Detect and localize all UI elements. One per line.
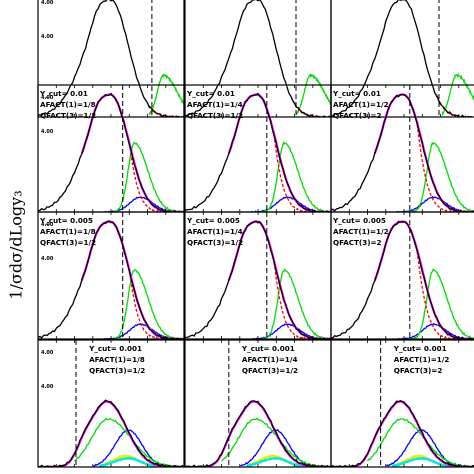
fit-curve [227, 220, 331, 339]
panel-frame [37, 339, 185, 468]
blue-curve [396, 195, 474, 212]
fit-curve [185, 400, 331, 467]
panel-param-label: Y_cut= 0.005 [332, 216, 386, 225]
total-curve [331, 0, 474, 117]
green-curve [441, 72, 474, 116]
plot-area [331, 0, 474, 117]
total-curve [38, 0, 184, 117]
plot-area [185, 212, 331, 339]
cyan-curve [246, 456, 305, 467]
y-tick-label: 4.00 [41, 256, 54, 262]
panel-0-0: 4.00 4.00 [37, 0, 185, 118]
total-curve [185, 220, 331, 339]
red-curve [406, 223, 474, 339]
panel-param-label: Y_cut= 0.01 [332, 89, 381, 98]
y-tick-label: 4.00 [41, 350, 54, 356]
fit-curve [80, 93, 184, 212]
total-curve [38, 399, 184, 467]
panel-2-2: Y_cut= 0.005 AFACT(1)=1/2 QFACT(3)=2 [330, 211, 474, 340]
total-curve [38, 220, 184, 339]
total-curve [185, 92, 331, 212]
panel-1-1: Y_cut= 0.01 AFACT(1)=1/4 QFACT(3)=1/2 [184, 84, 332, 213]
panel-param-label: QFACT(3)=1/2 [242, 366, 298, 375]
fit-curve [227, 93, 331, 212]
panel-1-0: 4.004.00Y_cut= 0.01AFACT(1)=1/8QFACT(3)=… [37, 84, 185, 213]
panel-frame [330, 0, 474, 118]
panel-param-label: QFACT(3)=1/2 [40, 111, 96, 120]
red-curve [263, 101, 331, 212]
panel-param-label: AFACT(1)=1/2 [333, 100, 389, 109]
panel-param-label: AFACT(1)=1/2 [333, 227, 389, 236]
green-curve [260, 140, 331, 212]
panel-param-label: QFACT(3)=2 [333, 238, 382, 247]
fit-curve [38, 400, 184, 467]
panel-param-label: Y_cut= 0.005 [39, 216, 93, 225]
y-tick-label: 4.00 [41, 222, 54, 228]
panel-param-label: Y_cut= 0.001 [88, 344, 142, 353]
panel-0-2 [330, 0, 474, 118]
total-curve [331, 220, 474, 339]
panel-frame [37, 211, 185, 340]
panel-param-label: QFACT(3)=1/2 [40, 238, 96, 247]
total-curve [185, 400, 331, 467]
panel-frame [330, 339, 474, 468]
green-curve [295, 72, 331, 116]
y-tick-label: 4.00 [41, 129, 54, 135]
panel-param-label: AFACT(1)=1/4 [187, 227, 243, 236]
panel-2-1: Y_cut= 0.005 AFACT(1)=1/4 QFACT(3)=1/2 [184, 211, 332, 340]
panel-param-label: AFACT(1)=1/4 [187, 100, 243, 109]
panel-3-2: Y_cut= 0.001 AFACT(1)=1/2 QFACT(3)=2 [330, 339, 474, 468]
cyan-curve [391, 456, 452, 467]
total-curve [331, 399, 474, 467]
panel-1-2: Y_cut= 0.01 AFACT(1)=1/2 QFACT(3)=2 [330, 84, 474, 213]
panel-param-label: QFACT(3)=1/2 [89, 366, 145, 375]
cyan-curve [98, 456, 159, 467]
y-tick-label: 4.00 [41, 95, 54, 101]
panel-2-0: 4.004.00Y_cut= 0.005AFACT(1)=1/8QFACT(3)… [37, 211, 185, 340]
panel-param-label: Y_cut= 0.01 [186, 89, 235, 98]
total-curve [185, 0, 331, 117]
plot-area [331, 212, 474, 339]
panel-param-label: AFACT(1)=1/2 [394, 355, 450, 364]
y-tick-label: 4.00 [41, 34, 54, 40]
panel-param-label: AFACT(1)=1/8 [40, 100, 96, 109]
panel-param-label: Y_cut= 0.005 [186, 216, 240, 225]
plot-area [38, 340, 184, 467]
green-curve [148, 73, 184, 116]
total-curve [331, 93, 474, 212]
panel-param-label: Y_cut= 0.01 [39, 89, 88, 98]
green-curve [366, 418, 474, 467]
panel-param-label: QFACT(3)=2 [333, 111, 382, 120]
y-tick-label: 4.00 [41, 0, 54, 6]
plot-area [185, 85, 331, 212]
green-curve [406, 267, 474, 339]
green-curve [406, 141, 474, 212]
fit-curve [80, 220, 184, 339]
total-curve [38, 92, 184, 212]
panel-3-1: Y_cut= 0.001 AFACT(1)=1/4 QFACT(3)=1/2 [184, 339, 332, 468]
y-tick-label: 4.00 [41, 384, 54, 390]
panel-frame [330, 211, 474, 340]
panel-param-label: QFACT(3)=1/2 [187, 111, 243, 120]
panel-frame [37, 0, 185, 118]
panel-param-label: AFACT(1)=1/8 [89, 355, 145, 364]
panel-param-label: Y_cut= 0.001 [241, 344, 295, 353]
panel-param-label: QFACT(3)=2 [394, 366, 443, 375]
plot-area [331, 85, 474, 212]
green-curve [260, 268, 331, 339]
plot-area [38, 85, 184, 212]
green-curve [221, 417, 331, 467]
panel-3-0: 4.00 4.00 Y_cut= 0.001 AFACT(1)=1/8 QFACT(3)… [37, 339, 185, 468]
green-curve [74, 417, 184, 467]
fit-curve [331, 400, 474, 467]
panel-param-label: AFACT(1)=1/4 [242, 355, 298, 364]
panel-param-label: Y_cut= 0.001 [393, 344, 447, 353]
panel-param-label: QFACT(3)=1/2 [187, 238, 243, 247]
plot-area [185, 0, 331, 117]
panel-param-label: AFACT(1)=1/8 [40, 227, 96, 236]
green-curve [113, 269, 184, 339]
